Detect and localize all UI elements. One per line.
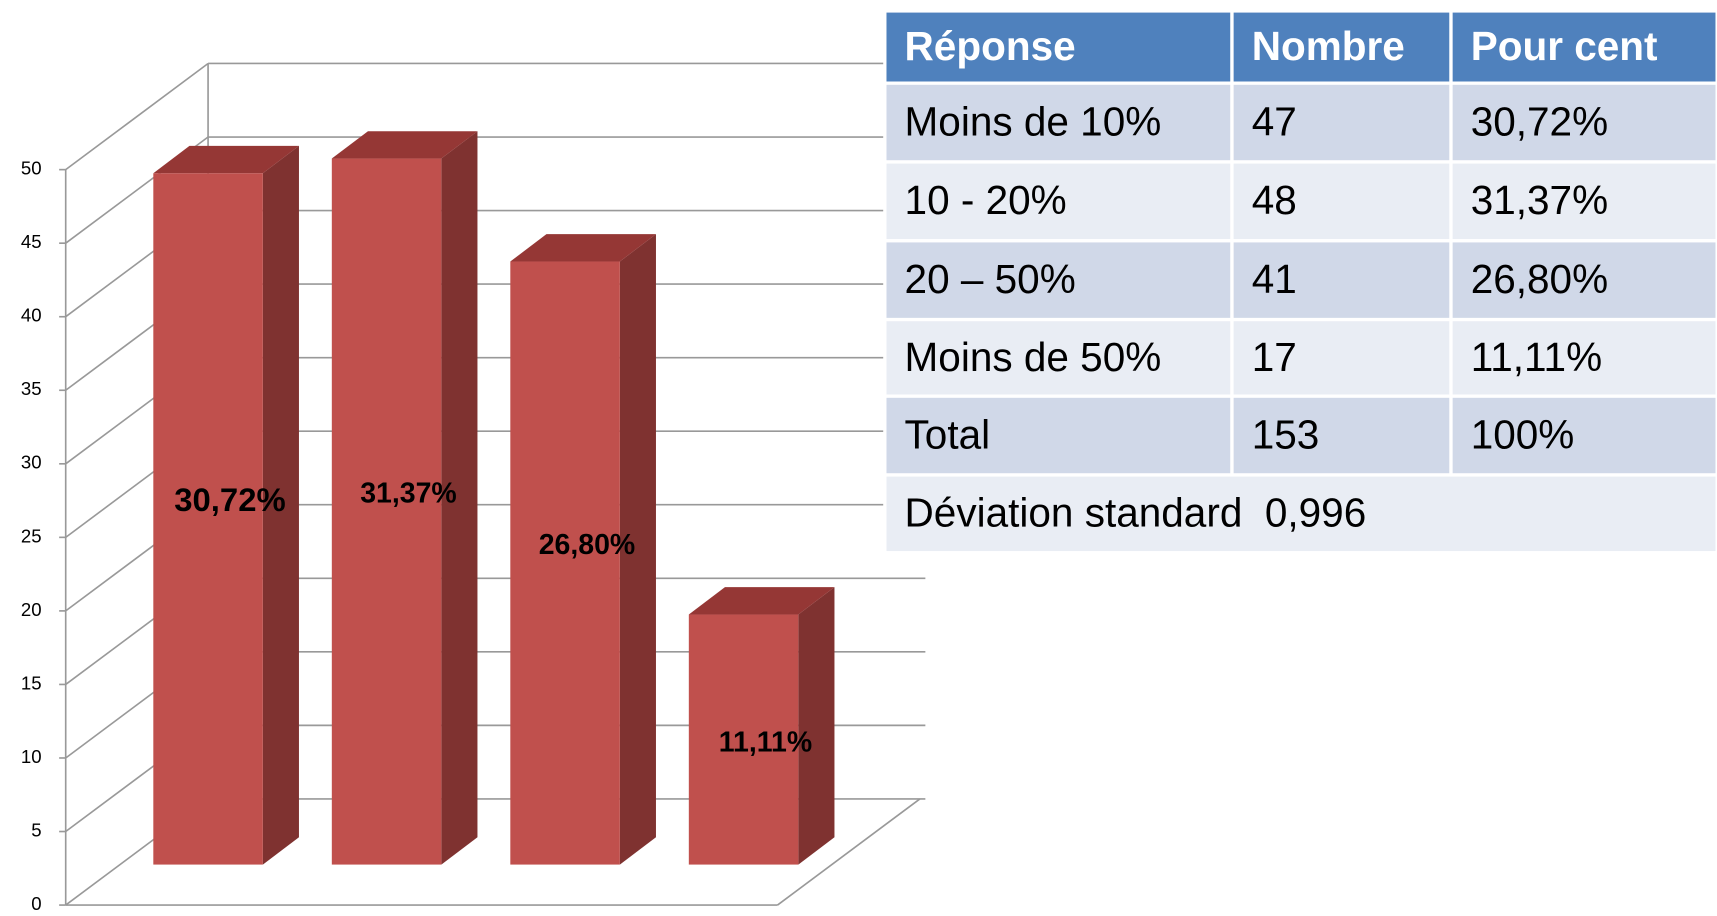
table-cell	[1449, 239, 1717, 322]
bar	[153, 173, 263, 865]
cell-text: 41	[1252, 256, 1297, 302]
y-tick-label: 0	[31, 893, 41, 914]
footer-text: Déviation standard 0,996	[905, 490, 1367, 536]
table-cell	[1449, 160, 1717, 243]
bar-side	[262, 145, 299, 865]
y-tick-label: 20	[21, 599, 42, 620]
table-cell	[1449, 9, 1717, 85]
cell-text: Moins de 10%	[905, 98, 1162, 144]
floor-right	[777, 798, 921, 906]
table-cell	[1449, 81, 1717, 164]
table-cell	[1230, 239, 1453, 322]
cell-text: Total	[905, 411, 991, 457]
cell-text: 17	[1252, 334, 1297, 380]
bar	[510, 261, 620, 865]
table-cell	[1230, 394, 1453, 477]
bar-side	[798, 587, 835, 865]
header-cell-text: Pour cent	[1471, 23, 1658, 69]
y-tick-label: 10	[21, 746, 42, 767]
data-label: 26,80%	[539, 529, 636, 561]
cell-text: 31,37%	[1471, 177, 1608, 223]
bar-top	[688, 587, 835, 615]
cell-text: 47	[1252, 98, 1297, 144]
data-label: 31,37%	[360, 478, 457, 510]
table-cell	[883, 394, 1234, 477]
cell-text: Moins de 50%	[905, 334, 1162, 380]
bar-side	[441, 131, 478, 865]
grid-line	[65, 62, 209, 171]
bar	[688, 614, 799, 865]
table-cell	[1230, 160, 1453, 243]
bar-top	[331, 131, 478, 159]
y-tick-label: 50	[21, 158, 42, 179]
data-label: 11,11%	[719, 726, 812, 758]
table: Réponse Nombre Pour cent Moins de 10% 47 30,7…	[883, 9, 1717, 555]
y-tick-label: 25	[21, 525, 42, 546]
cell-text: 100%	[1471, 411, 1575, 457]
cell-text: 20 – 50%	[905, 256, 1076, 302]
y-tick-label: 5	[31, 819, 41, 840]
table-footer-cell	[883, 473, 1717, 555]
bar-side	[619, 234, 656, 865]
data-label: 30,72%	[174, 481, 285, 518]
cell-text: 30,72%	[1471, 98, 1608, 144]
cell-text: 26,80%	[1471, 256, 1608, 302]
table-cell	[883, 160, 1234, 243]
content: 0 5 10 15 20 25 30 35 40 45 50 30,72% 31,37% 26,80% 11…	[21, 9, 1717, 914]
cell-text: 153	[1252, 411, 1320, 457]
bar	[331, 158, 442, 865]
header-cell-text: Nombre	[1252, 23, 1405, 69]
y-tick-label: 40	[21, 305, 42, 326]
header-cell-text: Réponse	[905, 23, 1076, 69]
table-cell	[1449, 317, 1717, 398]
y-tick-label: 45	[21, 231, 42, 252]
y-tick-label: 15	[21, 672, 42, 693]
y-tick-label: 30	[21, 452, 42, 473]
cell-text: 10 - 20%	[905, 177, 1067, 223]
bar-top	[510, 234, 656, 262]
bar-top	[153, 145, 299, 174]
y-tick-label: 35	[21, 378, 42, 399]
cell-text: 11,11%	[1471, 334, 1602, 380]
cell-text: 48	[1252, 177, 1297, 223]
